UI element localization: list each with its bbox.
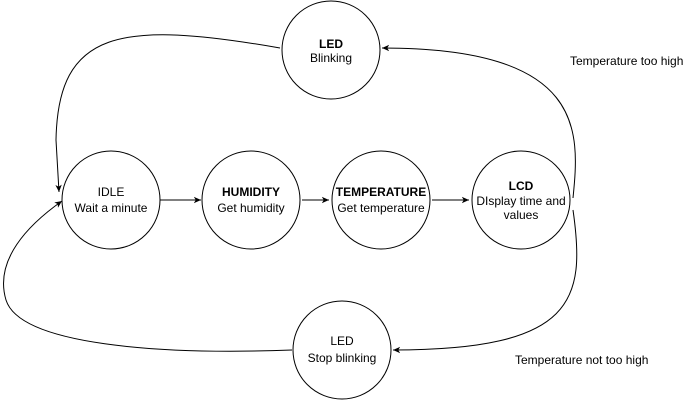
state-led-stop-line-1: Stop blinking: [308, 351, 377, 365]
state-idle-title: IDLE: [98, 185, 125, 199]
edge-led-blinking-to-idle: [55, 34, 281, 193]
transitions: [3, 34, 578, 354]
state-humidity-title: HUMIDITY: [222, 185, 280, 199]
state-lcd: LCD DIsplay time and values: [471, 150, 571, 250]
edge-led-stop-to-idle: [3, 200, 293, 352]
state-idle: IDLE Wait a minute: [61, 150, 161, 250]
state-idle-line-1: Wait a minute: [75, 201, 148, 215]
state-temperature-line-1: Get temperature: [337, 201, 425, 215]
state-led-blinking: LED Blinking: [281, 0, 381, 100]
state-lcd-title: LCD: [509, 179, 534, 193]
state-temperature: TEMPERATURE Get temperature: [331, 150, 431, 250]
state-humidity-line-1: Get humidity: [217, 201, 284, 215]
state-led-stop-blinking: LED Stop blinking: [292, 300, 392, 400]
state-lcd-line-2: values: [504, 208, 539, 222]
label-temperature-not-too-high: Temperature not too high: [515, 353, 648, 367]
state-led-blinking-title: LED: [319, 37, 343, 51]
state-humidity: HUMIDITY Get humidity: [201, 150, 301, 250]
state-led-stop-title: LED: [330, 334, 354, 348]
label-temperature-too-high: Temperature too high: [570, 54, 683, 68]
edge-lcd-to-led-stop: [392, 209, 578, 354]
state-lcd-line-1: DIsplay time and: [476, 194, 565, 208]
state-led-blinking-line-1: Blinking: [310, 51, 352, 65]
state-temperature-title: TEMPERATURE: [336, 185, 426, 199]
edge-lcd-to-led-blinking: [381, 44, 576, 199]
